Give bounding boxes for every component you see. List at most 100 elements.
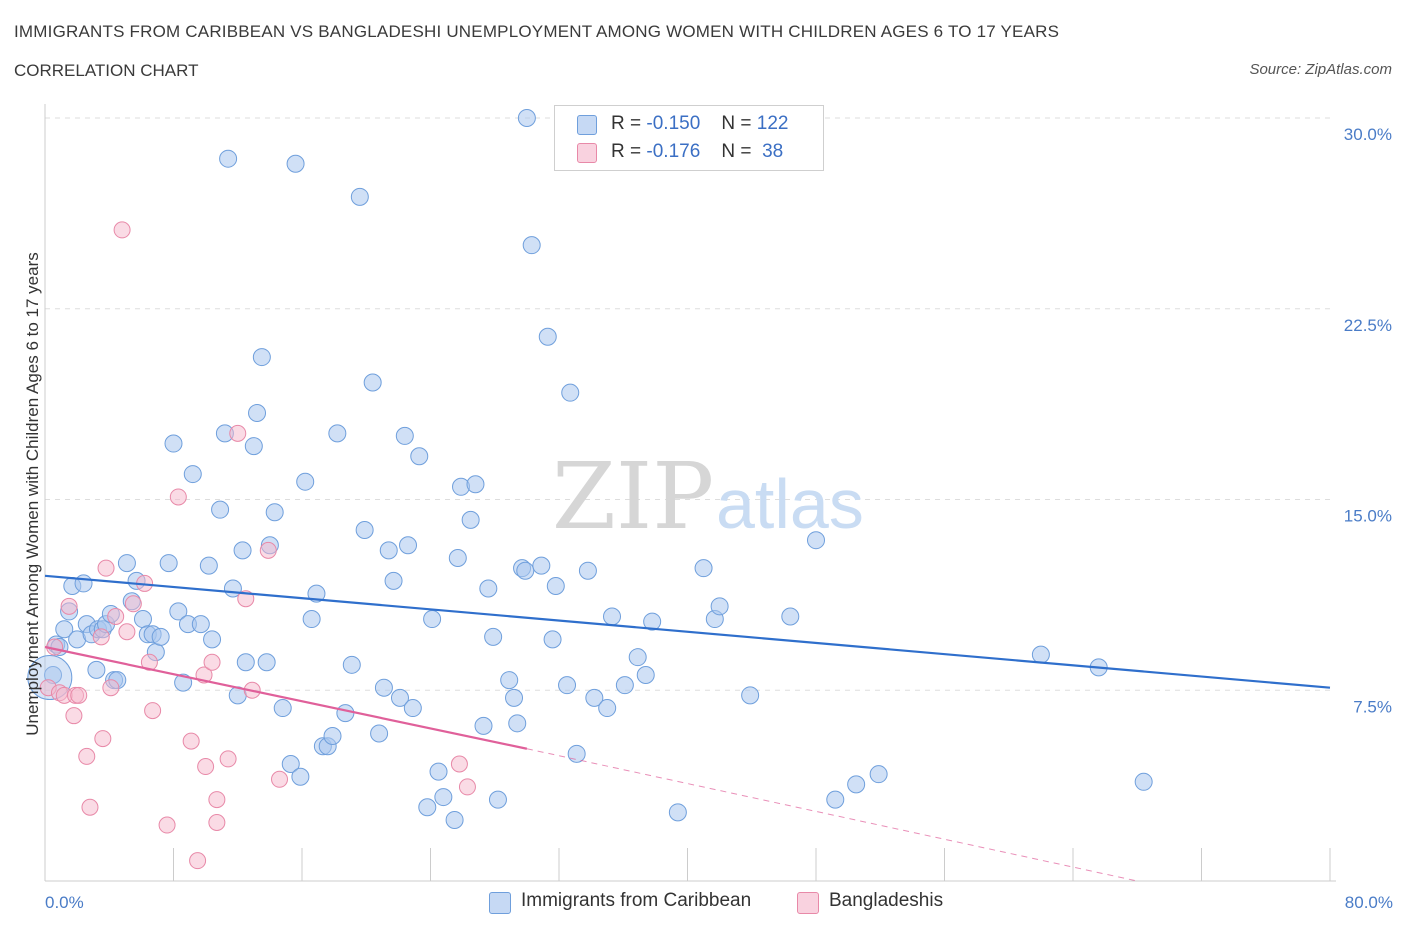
data-point-caribbean xyxy=(538,327,557,346)
data-point-bangladeshis xyxy=(203,653,221,671)
data-point-caribbean xyxy=(615,676,634,695)
data-point-caribbean xyxy=(578,561,597,580)
data-point-caribbean xyxy=(244,437,263,456)
data-point-caribbean xyxy=(363,373,382,392)
data-point-caribbean xyxy=(479,579,498,598)
legend-n-label: N = xyxy=(721,113,752,134)
data-point-caribbean xyxy=(561,383,580,402)
legend-n-label: N = xyxy=(721,141,752,162)
watermark-zip: ZIP xyxy=(552,443,714,550)
data-point-caribbean xyxy=(643,612,662,631)
legend-r-label: R = xyxy=(611,113,642,134)
data-point-bangladeshis xyxy=(144,702,162,720)
data-point-bangladeshis xyxy=(458,778,476,796)
chart-subtitle: CORRELATION CHART xyxy=(14,61,199,80)
series-caribbean xyxy=(27,109,1153,829)
data-point-caribbean xyxy=(423,610,442,629)
data-point-caribbean xyxy=(169,602,188,621)
data-point-caribbean xyxy=(410,447,429,466)
data-point-bangladeshis xyxy=(94,730,112,748)
data-point-caribbean xyxy=(522,236,541,255)
data-point-bangladeshis xyxy=(124,595,142,613)
trend-line-bangladeshis xyxy=(44,645,528,750)
y-tick-label: 22.5% xyxy=(1344,316,1392,335)
data-point-bangladeshis xyxy=(208,791,226,809)
data-point-caribbean xyxy=(543,630,562,649)
x-tick-label-max: 80.0% xyxy=(1345,893,1393,912)
y-tick-label: 7.5% xyxy=(1353,697,1392,716)
data-point-bangladeshis xyxy=(259,541,277,559)
data-point-caribbean xyxy=(296,472,315,491)
trend-lines xyxy=(44,574,1331,882)
y-tick-label: 15.0% xyxy=(1344,507,1392,526)
data-point-caribbean xyxy=(516,561,535,580)
data-point-caribbean xyxy=(374,678,393,697)
data-point-caribbean xyxy=(445,810,464,829)
data-point-caribbean xyxy=(350,187,369,206)
legend-n-value: 122 xyxy=(756,113,789,134)
correlation-legend: R = -0.150 N = 122 R = -0.176 N = 38 xyxy=(554,105,824,171)
data-point-caribbean xyxy=(191,615,210,634)
data-point-bangladeshis xyxy=(450,755,468,773)
y-tick-labels: 7.5% 15.0% 22.5% 30.0% xyxy=(1344,125,1392,716)
y-axis-label: Unemployment Among Women with Children A… xyxy=(23,252,42,736)
data-point-caribbean xyxy=(55,620,74,639)
data-point-bangladeshis xyxy=(118,623,136,641)
data-point-caribbean xyxy=(636,665,655,684)
data-point-bangladeshis xyxy=(208,814,226,832)
data-point-bangladeshis xyxy=(60,597,78,615)
x-tick-labels: 0.0% 80.0% xyxy=(45,893,1393,912)
data-point-caribbean xyxy=(74,574,93,593)
grid-lines xyxy=(45,117,1330,691)
source-credit: Source: ZipAtlas.com xyxy=(1249,61,1392,78)
data-point-caribbean xyxy=(219,149,238,168)
data-point-bangladeshis xyxy=(219,750,237,768)
data-point-caribbean xyxy=(370,724,389,743)
data-point-caribbean xyxy=(379,541,398,560)
data-point-caribbean xyxy=(265,503,284,522)
data-point-caribbean xyxy=(466,475,485,494)
data-point-caribbean xyxy=(203,630,222,649)
data-point-caribbean xyxy=(532,556,551,575)
data-point-caribbean xyxy=(826,790,845,809)
data-point-caribbean xyxy=(183,465,202,484)
data-point-bangladeshis xyxy=(197,758,215,776)
data-point-caribbean xyxy=(257,653,276,672)
data-point-caribbean xyxy=(429,762,448,781)
data-point-caribbean xyxy=(390,688,409,707)
y-tick-label: 30.0% xyxy=(1344,125,1392,144)
data-point-caribbean xyxy=(307,584,326,603)
data-point-caribbean xyxy=(342,655,361,674)
data-point-caribbean xyxy=(585,688,604,707)
data-point-caribbean xyxy=(336,704,355,723)
data-point-caribbean xyxy=(461,510,480,529)
data-point-bangladeshis xyxy=(97,559,115,577)
data-point-caribbean xyxy=(418,798,437,817)
data-point-caribbean xyxy=(448,548,467,567)
data-point-caribbean xyxy=(395,426,414,445)
trend-line-caribbean xyxy=(44,574,1331,689)
data-point-caribbean xyxy=(628,648,647,667)
data-point-bangladeshis xyxy=(78,747,96,765)
data-point-caribbean xyxy=(434,788,453,807)
data-point-caribbean xyxy=(710,597,729,616)
data-point-caribbean xyxy=(603,607,622,626)
data-point-caribbean xyxy=(87,660,106,679)
data-point-caribbean xyxy=(1031,645,1050,664)
data-point-bangladeshis xyxy=(107,607,125,625)
data-point-caribbean xyxy=(546,576,565,595)
data-point-caribbean xyxy=(741,686,760,705)
data-point-caribbean xyxy=(199,556,218,575)
data-point-caribbean xyxy=(505,688,524,707)
data-point-caribbean xyxy=(133,610,152,629)
data-point-caribbean xyxy=(273,699,292,718)
axes xyxy=(44,104,1336,882)
data-point-caribbean xyxy=(847,775,866,794)
data-point-bangladeshis xyxy=(65,707,83,725)
data-point-caribbean xyxy=(694,559,713,578)
bottom-legend-swatch-bangladeshis xyxy=(797,892,819,914)
x-tick-label-min: 0.0% xyxy=(45,893,84,912)
data-point-caribbean xyxy=(328,424,347,443)
data-point-bangladeshis xyxy=(140,653,158,671)
